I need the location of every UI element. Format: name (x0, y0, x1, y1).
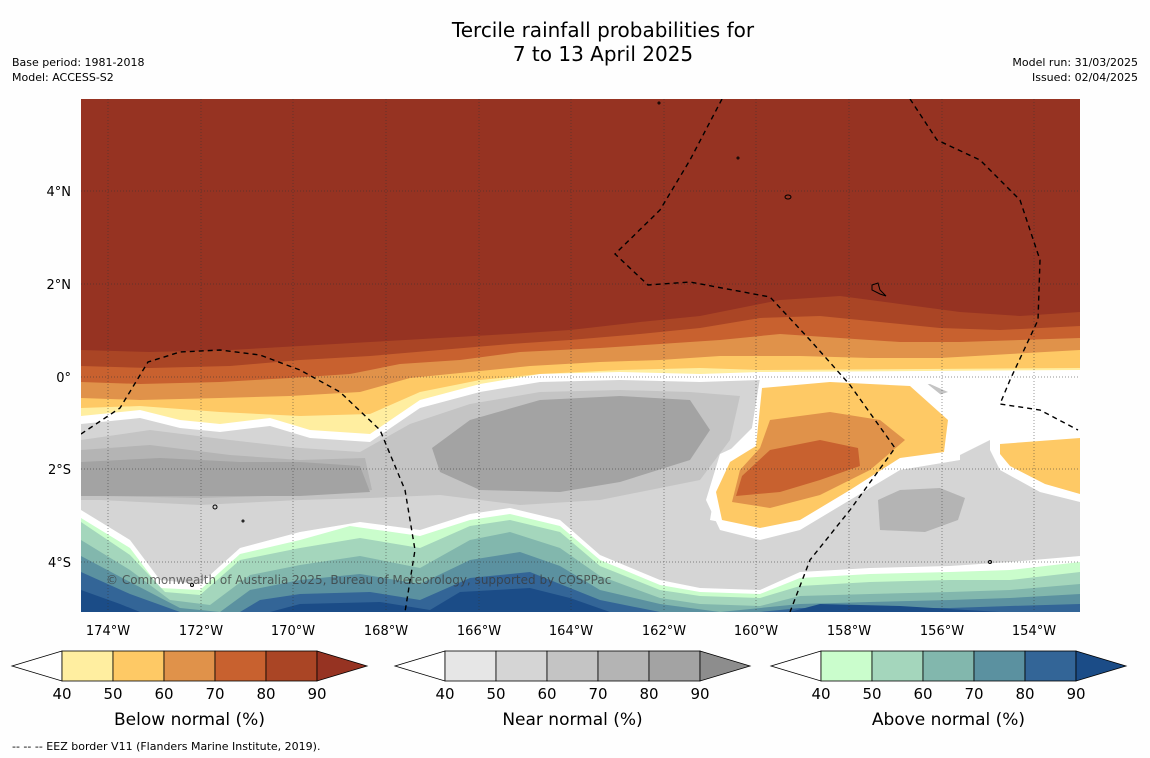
colorbar-segment (163, 650, 216, 682)
colorbar-arrow-high (699, 650, 752, 682)
islands (190, 101, 992, 587)
colorbar-tick-label: 60 (154, 685, 173, 703)
lon-label: 162°W (642, 624, 686, 639)
title-line-2: 7 to 13 April 2025 (512, 42, 694, 66)
latitude-labels: 4°N 2°N 0° 2°S 4°S (47, 185, 72, 571)
lon-label: 156°W (920, 624, 964, 639)
colorbar-tick-label: 40 (435, 685, 454, 703)
lon-label: 160°W (734, 624, 778, 639)
lat-label: 2°N (47, 278, 72, 293)
colorbar-arrow-high (316, 650, 369, 682)
above-normal-90-zone (81, 588, 1000, 612)
colorbar-segment (495, 650, 548, 682)
colorbar-tick-label: 60 (913, 685, 932, 703)
colorbar-tick-label: 80 (1015, 685, 1034, 703)
colorbar-arrow-low (393, 650, 446, 682)
colorbar-segment (444, 650, 497, 682)
model-name: Model: ACCESS-S2 (12, 71, 114, 84)
colorbar-arrow-high (1075, 650, 1128, 682)
colorbar-tick-label: 90 (1066, 685, 1085, 703)
map-title: Tercile rainfall probabilities for 7 to … (0, 18, 1150, 66)
colorbar-label: Below normal (%) (114, 710, 265, 730)
colorbar-tick-label: 70 (205, 685, 224, 703)
title-line-1: Tercile rainfall probabilities for (451, 18, 755, 42)
below-normal-patch-east (1000, 438, 1080, 494)
colorbar-arrow-low (10, 650, 63, 682)
colorbar-segment (973, 650, 1026, 682)
lon-label: 164°W (549, 624, 593, 639)
eez-borders (81, 99, 1079, 612)
meta-right: Model run: 31/03/2025 Issued: 02/04/2025 (1012, 55, 1138, 85)
eez-footnote: -- -- -- EEZ border V11 (Flanders Marine… (12, 740, 321, 753)
lat-label: 0° (56, 371, 71, 386)
colorbars: 40 50 60 70 80 90 Below normal (%) 40 50 60 70 80 90… (10, 650, 1128, 730)
base-period: Base period: 1981-2018 (12, 56, 145, 69)
colorbar-tick-label: 90 (690, 685, 709, 703)
colorbar-label: Above normal (%) (872, 710, 1025, 730)
lon-label: 166°W (457, 624, 501, 639)
colorbar-tick-label: 90 (307, 685, 326, 703)
copyright-text: © Commonwealth of Australia 2025, Bureau… (106, 573, 611, 587)
colorbar-tick-label: 40 (52, 685, 71, 703)
colorbar-segment (820, 650, 873, 682)
lon-label: 158°W (827, 624, 871, 639)
colorbar-segment (648, 650, 701, 682)
colorbar-3: 40 50 60 70 80 90 Above normal (%) (769, 650, 1128, 730)
lon-label: 154°W (1012, 624, 1056, 639)
colorbar-tick-label: 50 (862, 685, 881, 703)
near-normal-80-zone (81, 458, 370, 496)
lat-label: 2°S (48, 463, 71, 478)
colorbar-tick-label: 60 (537, 685, 556, 703)
colorbar-label: Near normal (%) (502, 710, 642, 730)
colorbar-2: 40 50 60 70 80 90 Near normal (%) (393, 650, 752, 730)
colorbar-segment (1024, 650, 1077, 682)
colorbar-segment (922, 650, 975, 682)
colorbar-tick-label: 40 (811, 685, 830, 703)
below-normal-patch-70 (736, 440, 860, 496)
longitude-labels: 174°W 172°W 170°W 168°W 166°W 164°W 162°… (86, 624, 1056, 639)
model-run: Model run: 31/03/2025 (1012, 56, 1138, 69)
lat-label: 4°N (47, 185, 72, 200)
colorbar-segment (112, 650, 165, 682)
meta-left: Base period: 1981-2018 Model: ACCESS-S2 (12, 55, 144, 85)
colorbar-tick-label: 50 (103, 685, 122, 703)
near-normal-80-zone-east (878, 488, 965, 532)
above-normal-80-zone (81, 572, 1080, 612)
lon-label: 168°W (364, 624, 408, 639)
lon-label: 170°W (271, 624, 315, 639)
lat-label: 4°S (48, 556, 71, 571)
colorbar-tick-label: 70 (588, 685, 607, 703)
map-panel: © Commonwealth of Australia 2025, Bureau… (81, 99, 1080, 612)
colorbar-segment (871, 650, 924, 682)
colorbar-segment (546, 650, 599, 682)
colorbar-segment (61, 650, 114, 682)
colorbar-1: 40 50 60 70 80 90 Below normal (%) (10, 650, 369, 730)
colorbar-segment (214, 650, 267, 682)
colorbar-tick-label: 80 (639, 685, 658, 703)
lon-label: 172°W (179, 624, 223, 639)
colorbar-segment (265, 650, 318, 682)
issued-date: Issued: 02/04/2025 (1031, 71, 1138, 84)
colorbar-segment (597, 650, 650, 682)
colorbar-arrow-low (769, 650, 822, 682)
colorbar-tick-label: 50 (486, 685, 505, 703)
colorbar-tick-label: 70 (964, 685, 983, 703)
colorbar-tick-label: 80 (256, 685, 275, 703)
lon-label: 174°W (86, 624, 130, 639)
